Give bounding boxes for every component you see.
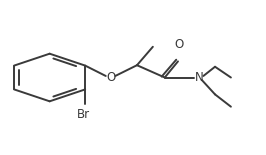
Text: N: N [195, 71, 203, 84]
Text: O: O [175, 38, 184, 51]
Text: O: O [106, 71, 115, 84]
Text: Br: Br [77, 108, 90, 121]
